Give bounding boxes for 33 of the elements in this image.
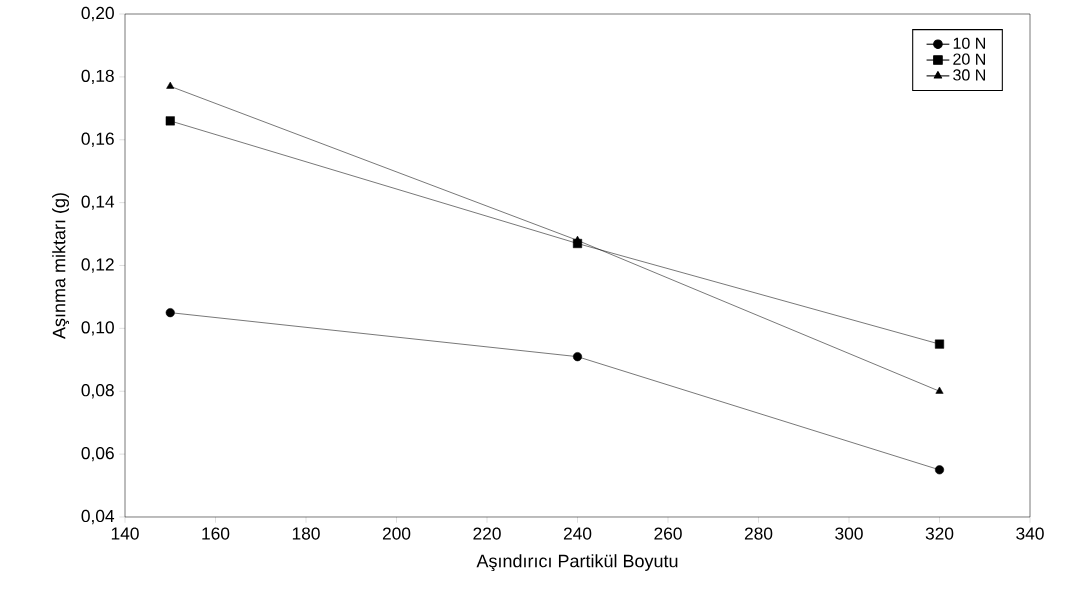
y-tick-label: 0,12 (81, 258, 114, 273)
y-tick-label: 0,14 (81, 195, 115, 210)
point (165, 116, 175, 126)
x-tick-label: 200 (382, 527, 411, 540)
x-tick-label: 280 (744, 527, 773, 540)
x-tick-label: 300 (835, 527, 863, 540)
point (934, 339, 945, 349)
legend-label: 30 N (953, 69, 985, 81)
x-tick-label: 340 (1016, 527, 1044, 540)
x-tick-label: 160 (202, 527, 230, 540)
x-axis-title: Aşındırıcı Partikül Boyutu (476, 554, 678, 572)
x-tick-label: 240 (563, 527, 592, 540)
legend-label: 10 N (953, 37, 985, 49)
point (934, 465, 945, 475)
y-tick-label: 0,10 (81, 321, 114, 336)
y-tick-label: 0,04 (81, 509, 115, 525)
point (166, 81, 175, 89)
x-tick-label: 320 (925, 527, 954, 540)
x-tick-label: 260 (654, 527, 682, 540)
x-tick-label: 140 (111, 527, 139, 540)
legend-label: 20 N (953, 53, 985, 65)
y-tick-label: 0,16 (81, 132, 114, 147)
y-axis-title: Aşınma miktarı (g) (52, 193, 70, 339)
y-tick-label: 0,08 (81, 384, 114, 399)
y-tick-label: 0,18 (81, 69, 114, 85)
point (572, 352, 583, 362)
y-tick-label: 0,06 (81, 446, 114, 462)
y-tick-label: 0,20 (81, 6, 114, 22)
point (573, 235, 582, 243)
point (935, 386, 944, 394)
point (165, 308, 175, 318)
x-tick-label: 180 (292, 527, 320, 540)
x-tick-label: 220 (473, 527, 501, 540)
